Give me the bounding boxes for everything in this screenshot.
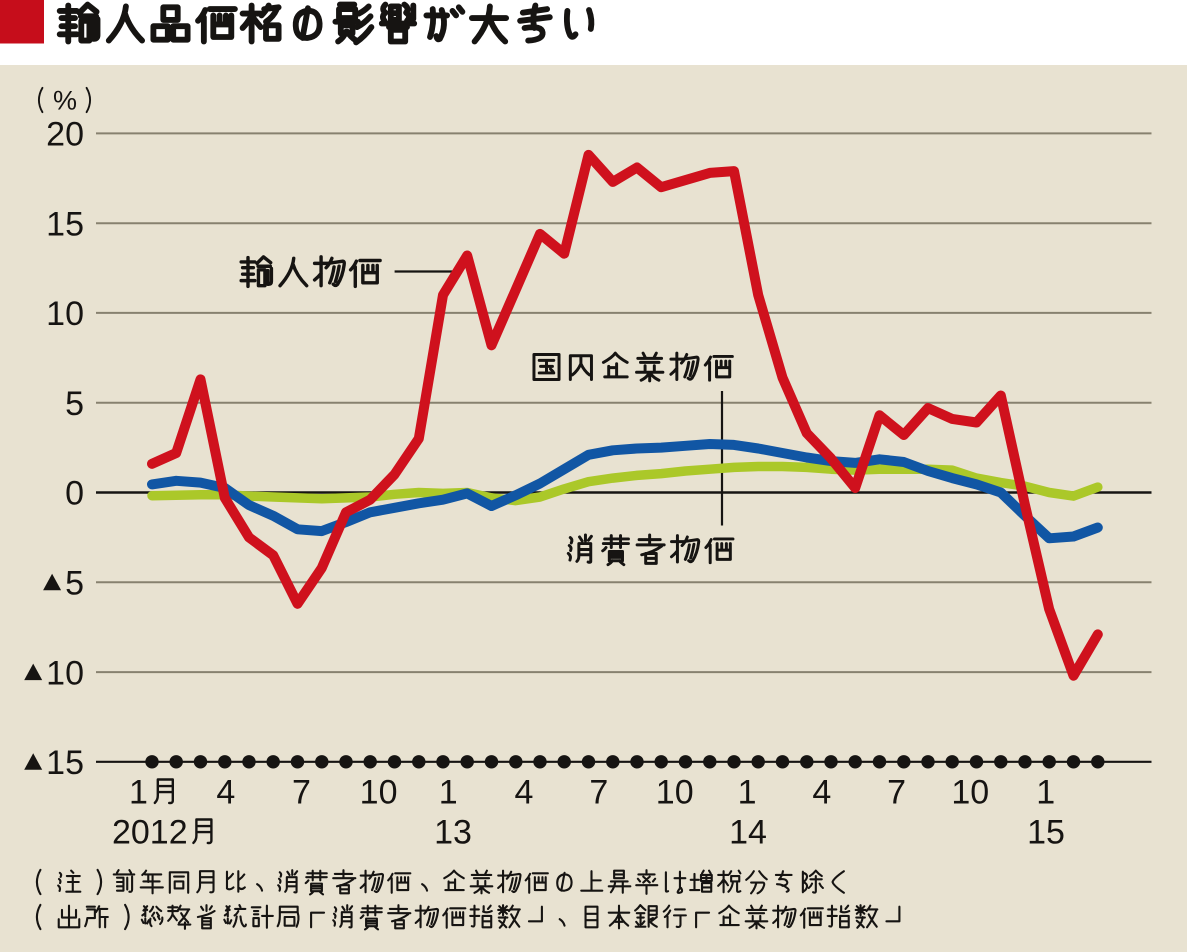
svg-text:4: 4 <box>812 774 831 812</box>
svg-text:1: 1 <box>150 814 169 852</box>
svg-text:7: 7 <box>887 774 906 812</box>
svg-text:5: 5 <box>65 565 84 603</box>
svg-text:1: 1 <box>129 774 148 812</box>
svg-text:10: 10 <box>46 654 84 692</box>
svg-text:7: 7 <box>589 774 608 812</box>
svg-text:1: 1 <box>439 774 458 812</box>
svg-text:4: 4 <box>515 774 534 812</box>
svg-text:10: 10 <box>360 774 398 812</box>
svg-text:4: 4 <box>216 774 235 812</box>
svg-text:10: 10 <box>951 774 989 812</box>
svg-text:10: 10 <box>656 774 694 812</box>
svg-text:15: 15 <box>46 744 84 782</box>
svg-text:%: % <box>53 86 77 116</box>
svg-text:14: 14 <box>729 814 767 852</box>
svg-text:2: 2 <box>112 814 131 852</box>
svg-text:15: 15 <box>46 205 84 243</box>
svg-text:7: 7 <box>292 774 311 812</box>
svg-text:2: 2 <box>169 814 188 852</box>
svg-text:13: 13 <box>434 814 472 852</box>
svg-text:1: 1 <box>738 774 757 812</box>
svg-text:1: 1 <box>1036 774 1055 812</box>
svg-text:20: 20 <box>46 116 84 154</box>
svg-text:10: 10 <box>46 295 84 333</box>
svg-text:0: 0 <box>131 814 150 852</box>
svg-text:15: 15 <box>1027 814 1065 852</box>
svg-text:0: 0 <box>65 475 84 513</box>
svg-text:5: 5 <box>65 385 84 423</box>
